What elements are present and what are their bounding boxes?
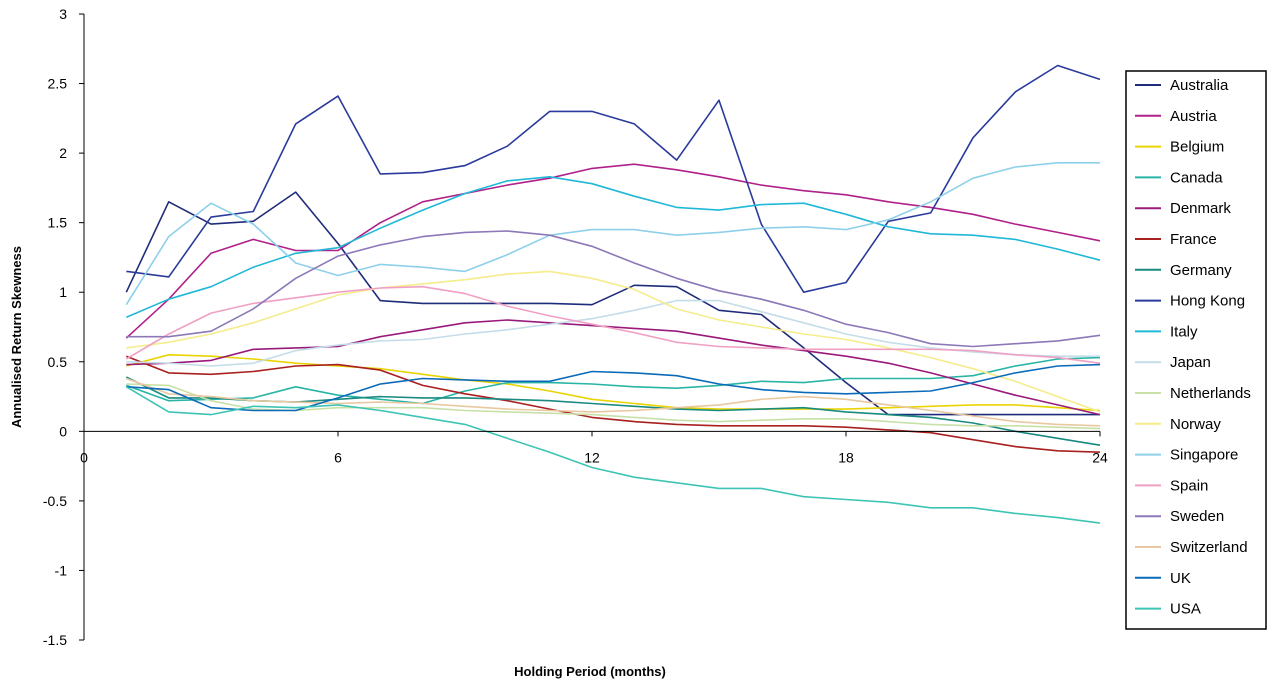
series-line-singapore <box>125 162 1100 306</box>
legend-label: Japan <box>1170 354 1211 371</box>
legend-label: Singapore <box>1170 447 1238 464</box>
series-line-canada <box>126 356 1101 405</box>
legend-label: Spain <box>1170 477 1208 494</box>
y-axis-title: Annualised Return Skewness <box>9 246 24 428</box>
legend-label: Austria <box>1170 108 1217 125</box>
legend: Australia Austria Belgium Canada Denmark Fran… <box>1125 70 1267 630</box>
legend-label: Germany <box>1170 262 1232 279</box>
plot-lines <box>125 64 1101 524</box>
legend-label: Hong Kong <box>1170 293 1245 310</box>
series-line-japan <box>126 299 1100 367</box>
series-line-france <box>126 355 1101 453</box>
legend-box <box>1125 70 1267 630</box>
series-line-denmark <box>126 319 1101 416</box>
tick-labels: 3 2.5 2 1.5 1 0.5 0 -0.5 -1 -1.5 0 6 12 18 24 <box>43 6 1108 648</box>
x-axis-title: Holding Period (months) <box>514 664 666 679</box>
x-tick-label: 0 <box>80 449 88 465</box>
legend-label: France <box>1170 231 1217 248</box>
legend-label: Canada <box>1170 169 1223 186</box>
legend-label: Netherlands <box>1170 385 1251 402</box>
series-line-spain <box>125 285 1101 364</box>
legend-label: Denmark <box>1170 200 1231 217</box>
x-tick-label: 18 <box>838 449 854 465</box>
y-tick-label: 0.5 <box>48 354 68 370</box>
y-tick-label: -1.5 <box>43 632 67 648</box>
y-tick-label: -0.5 <box>43 493 67 509</box>
y-tick-label: 1 <box>59 284 67 300</box>
series-line-uk <box>126 363 1101 412</box>
y-tick-label: -1 <box>55 562 68 578</box>
series-line-hong-kong <box>126 64 1101 294</box>
x-tick-label: 6 <box>334 449 342 465</box>
legend-label: Italy <box>1170 323 1198 340</box>
y-tick-label: 1.5 <box>48 215 68 231</box>
series-line-norway <box>126 270 1101 413</box>
y-tick-label: 0 <box>59 423 67 439</box>
y-tick-label: 3 <box>59 6 67 22</box>
legend-label: Australia <box>1170 77 1229 94</box>
series-line-switzerland <box>126 377 1101 427</box>
series-line-sweden <box>126 230 1101 348</box>
series-line-austria <box>125 163 1101 339</box>
x-tick-label: 24 <box>1092 449 1108 465</box>
legend-label: Norway <box>1170 416 1221 433</box>
legend-label: Sweden <box>1170 508 1224 525</box>
axes <box>79 13 1101 641</box>
series-line-usa <box>125 386 1101 524</box>
series-line-belgium <box>126 353 1101 412</box>
legend-label: UK <box>1170 570 1191 587</box>
legend-label: Belgium <box>1170 139 1224 156</box>
y-tick-label: 2.5 <box>48 76 68 92</box>
series-line-australia <box>125 191 1100 416</box>
legend-label: USA <box>1170 601 1201 618</box>
x-tick-label: 12 <box>584 449 600 465</box>
legend-label: Switzerland <box>1170 539 1248 556</box>
y-tick-label: 2 <box>59 145 67 161</box>
series-line-italy <box>125 176 1101 319</box>
